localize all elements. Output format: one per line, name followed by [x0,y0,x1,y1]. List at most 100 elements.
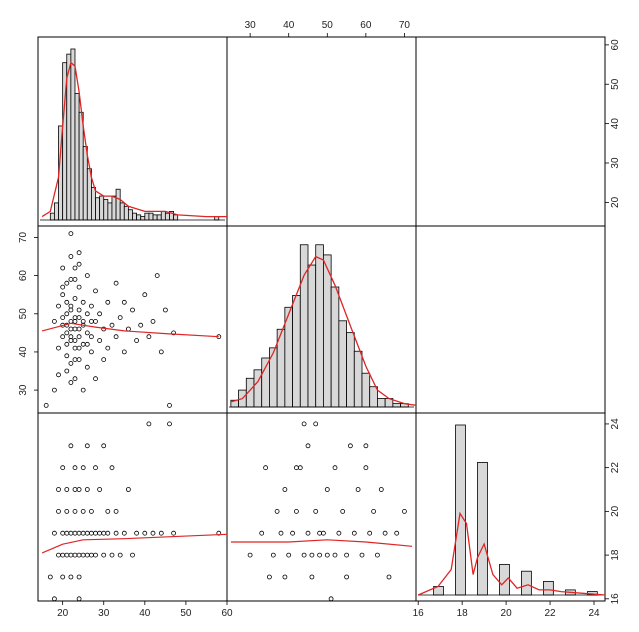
histogram-bar-BMI [99,195,105,221]
x-tick-label-MEQ: 70 [399,20,411,31]
scatter-point [84,311,90,317]
scatter-point [80,299,86,305]
scatter-point [363,465,369,471]
scatter-point [109,465,115,471]
scatter-point [97,311,102,317]
scatter-point [68,380,74,385]
scatter-point [80,552,86,558]
x-tick-label-BMI: 50 [180,608,192,619]
x-tick-label-BMI: 60 [221,608,233,619]
histogram-bar-Age [477,461,488,596]
scatter-point [76,574,82,580]
scatter-point [89,303,94,309]
scatter-point [76,315,82,321]
scatter-point [305,530,311,536]
scatter-point [113,334,119,340]
smooth-line-MEQ_vs_Age [230,539,413,547]
histogram-bar-BMI [74,93,80,221]
scatter-point [109,322,115,328]
panel-frame-MEQ-Age [415,225,606,414]
scatter-point [286,552,292,558]
scatter-point [84,341,90,347]
scatter-point [351,530,357,536]
scatter-point [60,265,66,271]
scatter-point [332,465,338,471]
scatter-point [259,530,265,536]
scatter-point [121,530,127,536]
y-tick-label-BMI: 30 [610,157,621,169]
histogram-bar-MEQ [299,244,309,408]
scatter-point [89,349,94,355]
scatter-point [266,574,272,580]
histogram-bar-BMI [123,205,129,221]
scatter-point [52,596,57,602]
scatter-point [101,530,107,536]
scatter-point [113,530,119,536]
scatter-point [72,465,78,471]
scatter-point [68,574,74,580]
scatter-point [134,530,140,536]
scatter-point [344,574,350,580]
scatter-point [367,530,373,536]
histogram-bar-MEQ [346,332,355,408]
y-tick-label-BMI: 40 [610,118,621,130]
histogram-bar-BMI [127,209,133,221]
smooth-line-BMI_vs_Age [41,533,228,554]
scatter-point [301,552,307,558]
scatter-point [64,530,70,536]
panel-frame-BMI-MEQ [226,36,417,227]
scatter-point [344,552,350,558]
scatter-point [97,338,102,343]
scatter-point [142,292,148,298]
scatter-point [56,552,61,558]
histogram-bar-BMI [119,202,125,221]
histogram-bar-BMI [95,197,101,221]
histogram-bar-Age [521,570,532,596]
scatter-point [130,552,135,558]
scatter-point [80,530,86,536]
scatter-point [263,465,269,471]
scatter-point [293,508,299,514]
scatter-point [117,315,123,321]
histogram-bar-BMI [66,53,72,221]
histogram-bar-BMI [107,202,113,221]
scatter-point [97,487,102,492]
scatter-point [68,443,74,449]
scatter-point [282,487,288,492]
scatter-point [64,368,70,374]
scatter-point [72,296,78,301]
scatter-point [68,360,74,366]
scatter-point [52,530,57,536]
x-tick-label-Age: 24 [588,608,600,619]
histogram-bar-BMI [115,188,121,221]
scatter-point [340,508,346,514]
scatter-point [68,334,74,340]
scatter-point [167,402,172,408]
scatter-point [386,574,392,580]
scatter-point [84,552,90,558]
scatter-point [93,318,98,324]
x-tick-label-MEQ: 50 [322,20,334,31]
scatter-point [72,552,78,558]
scatter-point [68,530,74,536]
scatter-point [355,487,361,492]
scatter-point [93,376,98,382]
panel-frame-Age-MEQ [226,412,417,602]
scatter-point [274,508,280,514]
scatter-point [105,345,111,351]
scatter-point [72,326,78,332]
scatter-point [382,530,388,536]
scatter-point [64,299,70,305]
histogram-bar-BMI [91,187,96,221]
histogram-bar-BMI [78,111,84,221]
scatter-point [60,284,66,290]
histogram-bar-BMI [132,212,138,221]
scatter-point [125,487,131,492]
scatter-point [117,552,123,558]
scatter-point [56,303,61,309]
scatter-point [89,530,94,536]
scatter-point [72,265,78,271]
scatter-point [60,315,66,321]
density-curve-MEQ [230,255,417,406]
histogram-bar-BMI [156,214,162,221]
